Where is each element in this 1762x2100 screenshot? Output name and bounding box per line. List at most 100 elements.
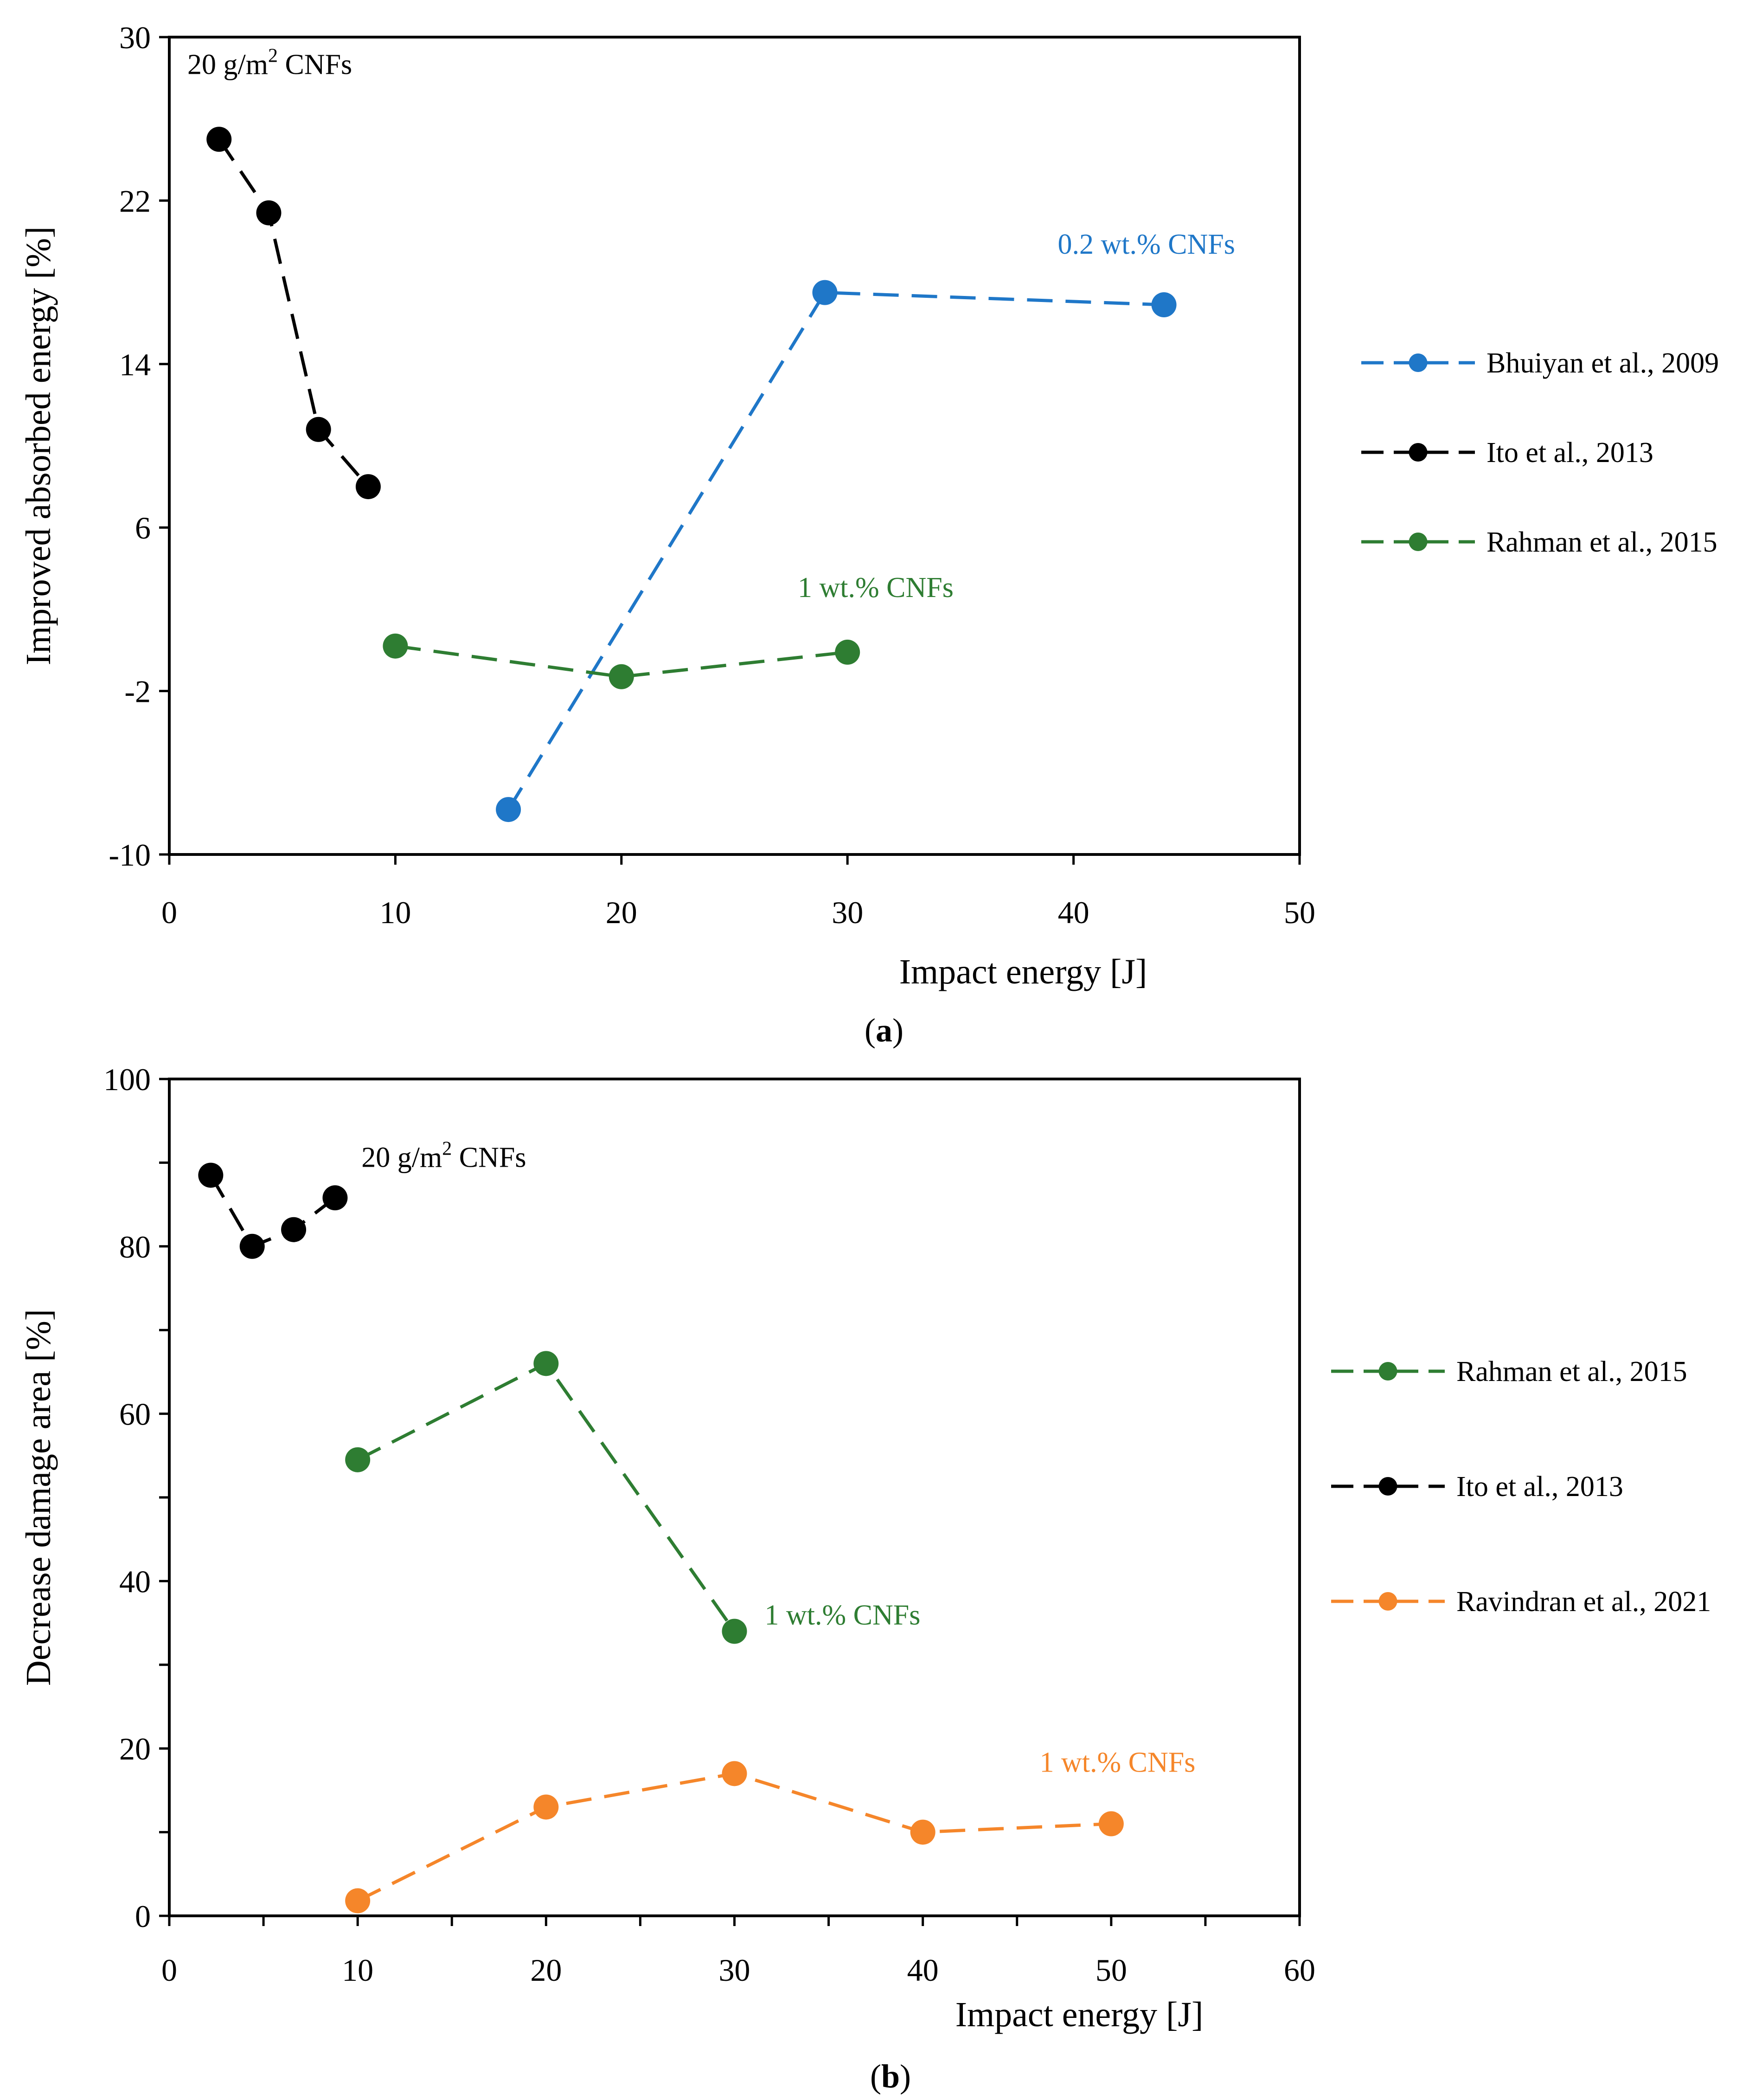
- annotation-text-tail: CNFs: [278, 49, 352, 80]
- panel-a-x-tick-label: 30: [832, 895, 863, 930]
- panel-b-x-tick-label: 0: [161, 1952, 177, 1988]
- panel-a-x-tick-label: 50: [1284, 895, 1315, 930]
- panel-b-data-point: [910, 1819, 935, 1845]
- panel-b-x-axis-title: Impact energy [J]: [955, 1995, 1204, 2034]
- legend-marker: [1378, 1362, 1397, 1381]
- panel-b-legend-item: Ravindran et al., 2021: [1331, 1586, 1711, 1618]
- panel-b-y-tick-label: 60: [119, 1397, 151, 1432]
- panel-a: 0 10 20 30 40 50 -10 -2 6 14 22 30 Impact energy [J]…: [19, 20, 1719, 1049]
- caption-letter: a: [876, 1012, 892, 1049]
- legend-label: Rahman et al., 2015: [1456, 1356, 1687, 1387]
- panel-b-data-point: [533, 1351, 559, 1376]
- legend-marker: [1409, 443, 1428, 462]
- panel-a-y-tick-label: 22: [119, 183, 151, 218]
- panel-a-y-tick-label: -10: [109, 837, 151, 873]
- panel-b-data-point: [198, 1162, 224, 1188]
- caption-open-paren: (: [870, 2058, 881, 2095]
- legend-label: Ito et al., 2013: [1456, 1471, 1623, 1503]
- panel-a-data-point: [355, 474, 381, 500]
- panel-a-legend-item: Rahman et al., 2015: [1361, 527, 1717, 558]
- panel-b-y-tick-label: 0: [135, 1899, 151, 1934]
- panel-b-y-axis-title: Decrease damage area [%]: [19, 1309, 58, 1686]
- annotation-text: 20 g/m: [187, 49, 268, 80]
- panel-a-y-tick-label: 6: [135, 510, 151, 546]
- panel-a-annotation: 20 g/m2 CNFs: [187, 45, 352, 80]
- panel-a-series-0: [496, 280, 1177, 822]
- panel-b: 0 10 20 30 40 50 60 0 20 40 60 80 100 Impact energy […: [19, 1062, 1711, 2095]
- panel-a-legend: Bhuiyan et al., 2009 Ito et al., 2013 Rahm…: [1361, 347, 1719, 558]
- panel-b-legend-item: Ito et al., 2013: [1331, 1471, 1623, 1503]
- panel-b-series-1: [198, 1162, 348, 1259]
- panel-b-y-tick-label: 100: [103, 1062, 151, 1097]
- panel-a-series-2: [383, 633, 860, 689]
- panel-b-y-tick-label: 80: [119, 1229, 151, 1265]
- panel-a-y-tick-label: 14: [119, 347, 151, 382]
- panel-a-data-point: [256, 200, 282, 225]
- caption-letter: b: [881, 2058, 900, 2095]
- panel-b-annotation: 1 wt.% CNFs: [764, 1599, 920, 1631]
- panel-b-data-point: [722, 1761, 747, 1786]
- panel-b-legend: Rahman et al., 2015 Ito et al., 2013 Ravin…: [1331, 1356, 1711, 1618]
- panel-b-series-0: [345, 1351, 747, 1644]
- panel-b-data-point: [239, 1233, 265, 1259]
- panel-a-x-tick-label: 20: [606, 895, 637, 930]
- panel-a-series-line: [218, 138, 370, 488]
- panel-b-y-tick-label: 20: [119, 1731, 151, 1766]
- panel-b-data-point: [1098, 1811, 1124, 1837]
- annotation-text: 1 wt.% CNFs: [798, 572, 954, 604]
- panel-b-y-tick-label: 40: [119, 1564, 151, 1599]
- panel-a-caption: (a): [865, 1012, 903, 1049]
- panel-a-x-tick-label: 40: [1058, 895, 1089, 930]
- annotation-text-tail: CNFs: [452, 1142, 526, 1173]
- panel-a-legend-item: Bhuiyan et al., 2009: [1361, 347, 1719, 379]
- panel-a-data-point: [306, 417, 331, 442]
- panel-b-data-point: [533, 1794, 559, 1820]
- annotation-superscript: 2: [442, 1138, 452, 1159]
- panel-b-data-point: [281, 1217, 307, 1242]
- legend-label: Bhuiyan et al., 2009: [1486, 347, 1719, 379]
- caption-close-paren: ): [892, 1012, 903, 1049]
- panel-b-data-point: [345, 1888, 371, 1914]
- panel-a-data-point: [383, 633, 408, 659]
- panel-a-plot-frame: [168, 36, 1301, 856]
- panel-a-y-tick-label: 30: [119, 20, 151, 55]
- panel-a-y-axis-title: Improved absorbed energy [%]: [19, 226, 58, 665]
- legend-marker: [1378, 1592, 1397, 1611]
- panel-b-x-tick-label: 20: [530, 1952, 562, 1988]
- panel-b-series-line: [357, 1772, 1111, 1902]
- panel-a-annotation: 0.2 wt.% CNFs: [1057, 229, 1235, 260]
- legend-marker: [1409, 353, 1428, 372]
- panel-a-data-point: [206, 127, 232, 152]
- panel-b-annotation: 1 wt.% CNFs: [1039, 1747, 1195, 1779]
- panel-b-legend-item: Rahman et al., 2015: [1331, 1356, 1687, 1387]
- legend-label: Ito et al., 2013: [1486, 437, 1653, 469]
- panel-b-data-point: [322, 1185, 348, 1211]
- panel-a-data-point: [835, 639, 860, 665]
- legend-label: Rahman et al., 2015: [1486, 527, 1717, 558]
- panel-b-series-line: [357, 1361, 736, 1632]
- panel-a-x-tick-label: 0: [161, 895, 177, 930]
- panel-a-annotation: 1 wt.% CNFs: [798, 572, 954, 604]
- panel-a-x-axis-title: Impact energy [J]: [899, 952, 1147, 991]
- annotation-text: 20 g/m: [361, 1142, 442, 1173]
- panel-a-data-point: [812, 280, 838, 305]
- annotation-superscript: 2: [268, 45, 278, 66]
- panel-b-series-2: [345, 1761, 1124, 1914]
- panel-a-data-point: [609, 664, 634, 689]
- annotation-text: 1 wt.% CNFs: [764, 1599, 920, 1631]
- panel-b-annotation: 20 g/m2 CNFs: [361, 1138, 526, 1173]
- annotation-text: 0.2 wt.% CNFs: [1057, 229, 1235, 260]
- panel-a-data-point: [1151, 292, 1177, 318]
- annotation-text: 1 wt.% CNFs: [1039, 1747, 1195, 1779]
- panel-b-data-point: [345, 1447, 371, 1472]
- legend-marker: [1409, 533, 1428, 551]
- panel-a-legend-item: Ito et al., 2013: [1361, 437, 1653, 469]
- panel-b-x-tick-label: 10: [342, 1952, 373, 1988]
- caption-close-paren: ): [900, 2058, 911, 2095]
- panel-b-x-tick-label: 30: [719, 1952, 750, 1988]
- legend-marker: [1378, 1477, 1397, 1496]
- panel-b-x-tick-label: 60: [1284, 1952, 1315, 1988]
- panel-b-x-tick-label: 40: [907, 1952, 939, 1988]
- panel-a-data-point: [496, 797, 521, 822]
- legend-label: Ravindran et al., 2021: [1456, 1586, 1711, 1618]
